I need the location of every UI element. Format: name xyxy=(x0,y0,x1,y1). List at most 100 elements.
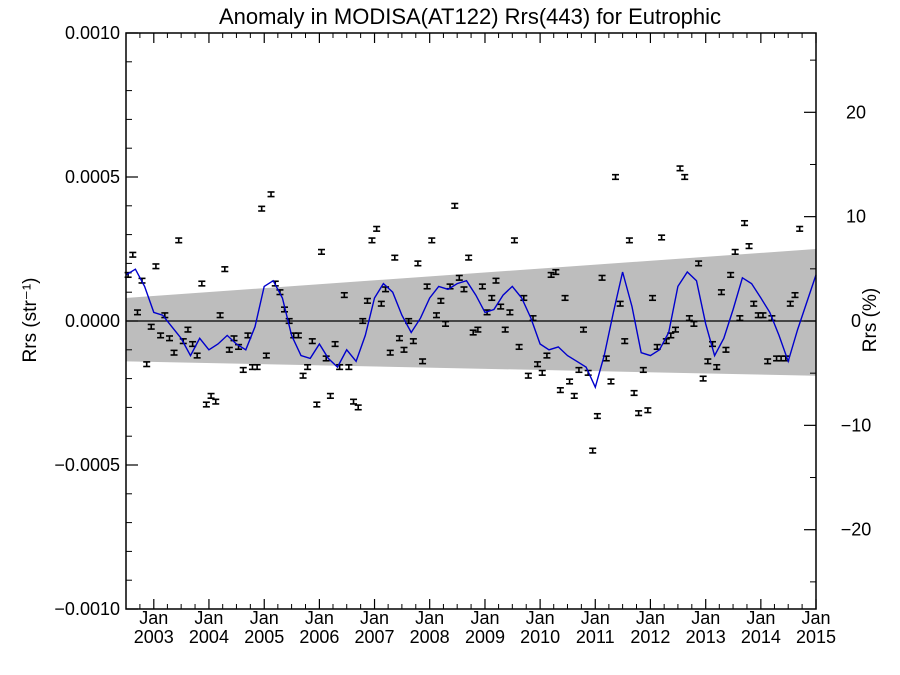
data-point xyxy=(510,237,518,244)
data-point xyxy=(658,234,666,241)
data-point xyxy=(786,300,794,307)
uncertainty-band xyxy=(126,249,816,376)
data-point xyxy=(649,294,657,302)
y-right-tick-label: 10 xyxy=(846,207,866,227)
x-tick-year: 2006 xyxy=(299,627,339,647)
data-point xyxy=(662,338,670,345)
data-point xyxy=(497,303,505,310)
data-point xyxy=(671,326,679,333)
data-point xyxy=(727,271,735,279)
y-right-tick-label: 0 xyxy=(851,311,861,331)
x-tick-month: Jan xyxy=(691,608,720,628)
data-point xyxy=(152,263,160,270)
data-point xyxy=(262,352,270,359)
data-point xyxy=(616,300,624,307)
data-point xyxy=(216,312,224,319)
data-point xyxy=(437,297,445,304)
data-point xyxy=(579,326,587,333)
y-tick-label: 0.0010 xyxy=(65,23,120,43)
data-point xyxy=(133,309,141,316)
x-tick-month: Jan xyxy=(194,608,223,628)
y-right-tick-label: 20 xyxy=(846,102,866,122)
chart-title: Anomaly in MODISA(AT122) Rrs(443) for Eu… xyxy=(219,4,721,29)
data-point xyxy=(515,343,523,351)
data-point xyxy=(212,398,220,405)
data-point xyxy=(395,335,403,342)
data-point xyxy=(345,363,353,371)
x-tick-year: 2007 xyxy=(355,627,395,647)
data-point xyxy=(350,398,358,405)
x-tick-year: 2010 xyxy=(520,627,560,647)
x-tick-month: Jan xyxy=(526,608,555,628)
data-point xyxy=(193,352,201,359)
y-axis-left: 0.0010 0.0005 0.0000 −0.0005 −0.0010 xyxy=(54,23,138,619)
data-point xyxy=(409,338,417,345)
data-point xyxy=(538,369,546,376)
data-point xyxy=(442,320,450,327)
data-point xyxy=(202,401,210,408)
x-tick-month: Jan xyxy=(470,608,499,628)
data-point xyxy=(469,329,477,336)
data-point xyxy=(368,237,376,244)
y-tick-label: 0.0000 xyxy=(65,311,120,331)
y-axis-right: 20 10 0 −10 −20 xyxy=(804,59,872,583)
data-point xyxy=(621,338,629,345)
x-tick-year: 2012 xyxy=(630,627,670,647)
y-right-tick-label: −20 xyxy=(841,520,872,540)
data-point xyxy=(258,205,266,212)
y-tick-label: −0.0005 xyxy=(54,455,120,475)
data-point xyxy=(759,312,767,319)
data-point xyxy=(175,237,183,244)
smoothed-series-line xyxy=(125,268,817,390)
data-point xyxy=(644,407,652,414)
x-tick-month: Jan xyxy=(305,608,334,628)
data-point xyxy=(501,326,509,333)
data-point xyxy=(377,300,385,307)
data-point xyxy=(741,219,749,227)
data-point xyxy=(750,300,758,307)
data-point xyxy=(534,361,542,368)
plot-area xyxy=(124,32,817,610)
data-point xyxy=(308,338,316,345)
data-point xyxy=(566,378,574,385)
data-point xyxy=(529,315,537,322)
data-point xyxy=(391,254,399,261)
data-point xyxy=(630,389,638,397)
data-point xyxy=(524,372,532,379)
x-tick-month: Jan xyxy=(746,608,775,628)
data-point xyxy=(129,251,137,258)
y-axis-label-left: Rrs (str⁻¹) xyxy=(20,278,41,363)
data-point xyxy=(253,363,261,371)
x-tick-month: Jan xyxy=(139,608,168,628)
data-point xyxy=(685,315,693,322)
data-point xyxy=(598,274,606,281)
data-point xyxy=(363,297,371,304)
data-point xyxy=(492,277,500,284)
data-point xyxy=(147,323,155,330)
data-point xyxy=(764,358,772,365)
x-tick-year: 2015 xyxy=(796,627,836,647)
data-point xyxy=(354,404,362,411)
x-tick-year: 2014 xyxy=(741,627,781,647)
data-point xyxy=(313,401,321,408)
data-point xyxy=(556,387,564,394)
data-point xyxy=(488,294,496,302)
x-tick-month: Jan xyxy=(581,608,610,628)
data-point xyxy=(221,266,229,273)
data-point xyxy=(225,346,233,353)
x-axis: Jan2003Jan2004Jan2005Jan2006Jan2007Jan20… xyxy=(134,33,836,647)
data-point xyxy=(625,237,633,244)
data-point xyxy=(506,309,514,316)
data-point xyxy=(373,225,381,232)
data-point xyxy=(465,254,473,261)
data-point xyxy=(639,366,647,374)
data-point xyxy=(331,340,339,348)
x-tick-month: Jan xyxy=(636,608,665,628)
data-point xyxy=(326,392,334,399)
x-tick-year: 2008 xyxy=(410,627,450,647)
data-point xyxy=(460,286,468,293)
data-point xyxy=(166,335,174,342)
data-point xyxy=(170,349,178,356)
x-tick-year: 2004 xyxy=(189,627,229,647)
